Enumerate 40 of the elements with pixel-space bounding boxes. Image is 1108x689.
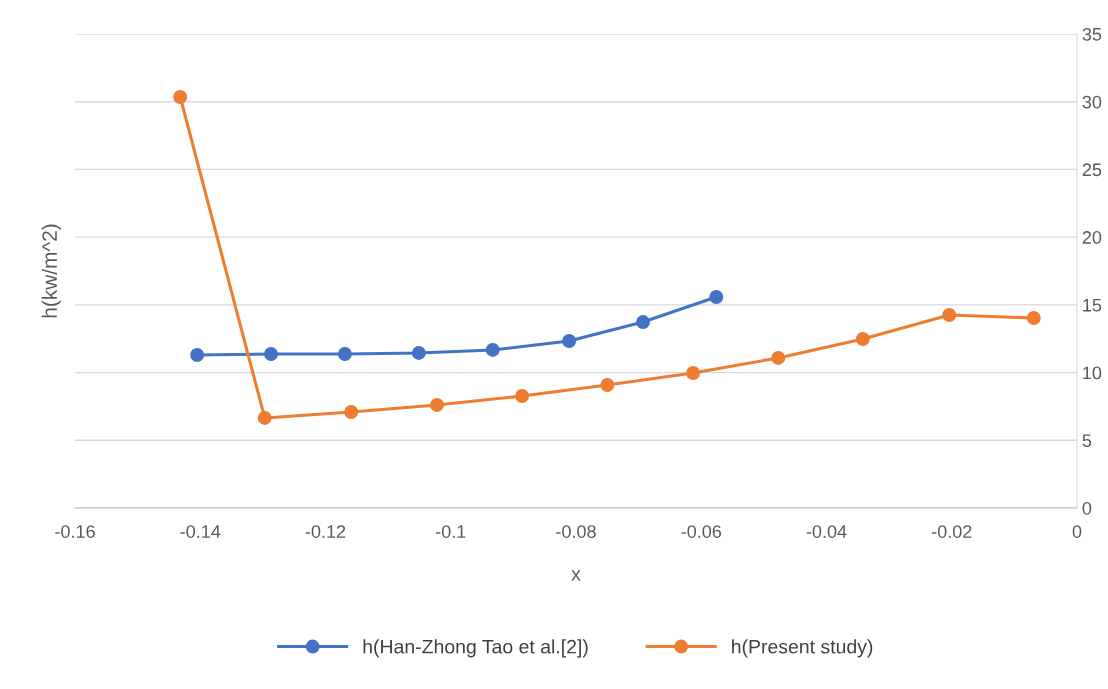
point [173, 90, 188, 104]
point [1026, 311, 1041, 325]
legend-label: h(Present study) [732, 639, 873, 658]
point [771, 350, 786, 365]
x-tick-label: -0.12 [305, 525, 346, 538]
x-tick-label: -0.02 [931, 525, 972, 538]
y-tick-label: 15 [1083, 298, 1102, 312]
y-tick-label: 10 [1083, 366, 1102, 380]
x-tick-label: -0.1 [436, 525, 466, 538]
point [190, 348, 205, 362]
point [855, 332, 870, 346]
x-tick-label: 0 [1072, 525, 1082, 538]
point [264, 347, 278, 361]
point [600, 378, 615, 392]
point [515, 389, 530, 403]
y-tick-label: 30 [1082, 95, 1102, 109]
point [344, 405, 359, 419]
point [430, 397, 444, 412]
y-tick-label: 20 [1082, 231, 1102, 244]
y-tick-label: 5 [1082, 434, 1092, 448]
y-tick-label: 35 [1082, 27, 1102, 41]
point [636, 315, 650, 330]
point [337, 347, 352, 361]
point [709, 290, 724, 304]
x-tick-label: -0.16 [55, 525, 95, 538]
point [686, 366, 701, 380]
x-tick-label: -0.04 [806, 525, 847, 538]
point [942, 308, 957, 322]
y-axis-title: h(kw/m^2) [41, 224, 62, 318]
x-axis-title: x [571, 570, 581, 581]
point [562, 334, 577, 348]
y-tick-label: 25 [1082, 163, 1102, 177]
y-tick-label: 0 [1082, 501, 1092, 515]
x-tick-label: -0.08 [556, 525, 596, 538]
x-tick-label: -0.06 [681, 525, 722, 538]
point [485, 343, 500, 357]
point [257, 410, 272, 425]
legend-label: h(Han-Zhong Tao et al.[2]) [363, 639, 588, 658]
x-tick-label: -0.14 [180, 525, 221, 538]
point [411, 345, 426, 360]
